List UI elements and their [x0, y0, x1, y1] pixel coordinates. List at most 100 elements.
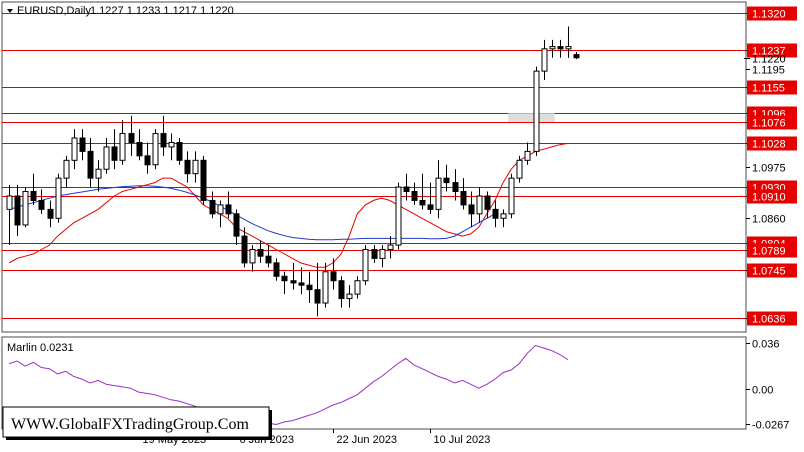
candle-body-bear	[452, 182, 459, 193]
candle-body-bear	[257, 249, 264, 257]
candle	[443, 164, 450, 192]
candle	[71, 129, 78, 170]
candle	[354, 276, 361, 299]
candle	[79, 129, 86, 161]
candle	[38, 189, 45, 214]
candle-body-bear	[281, 275, 288, 282]
candle-body-bull	[435, 177, 442, 210]
candle-body-bull	[346, 293, 353, 300]
candle-body-bear	[314, 289, 321, 304]
candle	[573, 51, 580, 60]
candle	[387, 236, 394, 259]
price-tick-label: 1.0860	[752, 214, 786, 226]
candle	[549, 39, 556, 58]
moving-averages	[8, 142, 568, 268]
candle	[565, 26, 572, 58]
current-price-label: 1.1220	[752, 54, 786, 66]
candle-body-bull	[354, 280, 361, 295]
candle-body-bull	[508, 177, 515, 215]
marlin-tick-label: 0.00	[752, 385, 773, 397]
candle-body-bull	[322, 271, 329, 304]
candle	[541, 39, 548, 81]
candle	[362, 245, 369, 286]
candle	[338, 276, 345, 308]
candle-body-bull	[119, 133, 126, 161]
candle-body-bear	[298, 282, 305, 286]
candle-body-bear	[427, 204, 434, 210]
candle	[476, 187, 483, 223]
candle-body-bull	[152, 133, 159, 166]
candle	[233, 209, 240, 246]
candle	[225, 191, 232, 219]
candle	[14, 184, 21, 237]
candle	[273, 258, 280, 281]
candle-body-bull	[516, 159, 523, 179]
candle	[119, 120, 126, 165]
candle-body-bear	[225, 204, 232, 215]
candle-body-bear	[411, 191, 418, 201]
level-label: 1.1028	[752, 139, 786, 151]
level-label-bg	[747, 263, 797, 278]
candle-body-bull	[500, 213, 507, 219]
candle-body-bear	[557, 46, 564, 50]
candle	[128, 115, 135, 156]
candle	[371, 245, 378, 263]
candle	[22, 187, 29, 228]
candle	[516, 155, 523, 183]
candle	[209, 191, 216, 219]
candle	[152, 129, 159, 170]
marlin-panel: 0.036 0.00 -0.0267 Marlin 0.0231	[1, 336, 789, 432]
level-label-bg	[747, 311, 797, 326]
level-label: 1.1320	[752, 9, 786, 21]
marlin-line	[8, 344, 569, 428]
candle	[87, 138, 94, 188]
watermark: WWW.GlobalFXTradingGroup.Com	[2, 406, 272, 440]
candle-body-bear	[460, 191, 467, 206]
ma-red-line	[8, 142, 568, 268]
candle	[176, 138, 183, 165]
highlight-layer	[508, 113, 555, 122]
watermark-box	[2, 406, 270, 438]
candle	[330, 258, 337, 290]
symbol-title: EURUSD,Daily	[17, 5, 91, 17]
candle	[379, 245, 386, 268]
levels-layer: 1.13201.12371.11551.10961.10761.10281.09…	[2, 6, 797, 326]
candle	[484, 191, 491, 219]
candle-body-bear	[403, 186, 410, 193]
candle-body-bear	[371, 249, 378, 259]
candle-body-bull	[22, 191, 29, 226]
candle	[95, 160, 102, 192]
candle-body-bull	[55, 177, 62, 219]
candle-body-bear	[38, 199, 45, 210]
candle-body-bull	[379, 249, 386, 259]
candle	[103, 138, 110, 174]
candle	[257, 240, 264, 263]
candle-body-bear	[47, 208, 54, 219]
dropdown-triangle-icon[interactable]	[7, 9, 13, 13]
time-tick-label: 22 Jun 2023	[337, 434, 398, 446]
level-label: 1.0636	[752, 314, 786, 326]
candle	[557, 39, 564, 58]
candle	[395, 182, 402, 250]
candle-body-bull	[565, 46, 572, 50]
candle	[492, 200, 499, 228]
candle	[500, 209, 507, 228]
candle	[111, 129, 118, 170]
candle	[419, 173, 426, 210]
candle	[6, 184, 13, 246]
candle-body-bear	[484, 195, 491, 210]
ohlc-values: 1.1227 1.1233 1.1217 1.1220	[90, 5, 234, 17]
candle-body-bull	[524, 150, 531, 161]
candle	[346, 285, 353, 308]
candle-body-bull	[6, 195, 13, 210]
candle	[63, 155, 70, 188]
candle	[160, 115, 167, 156]
candle-body-bear	[338, 280, 345, 300]
candle	[241, 227, 248, 268]
level-label: 1.1076	[752, 118, 786, 130]
candle	[249, 245, 256, 272]
candle-body-bear	[209, 199, 216, 215]
candle-body-bear	[200, 159, 207, 201]
candle	[314, 262, 321, 317]
